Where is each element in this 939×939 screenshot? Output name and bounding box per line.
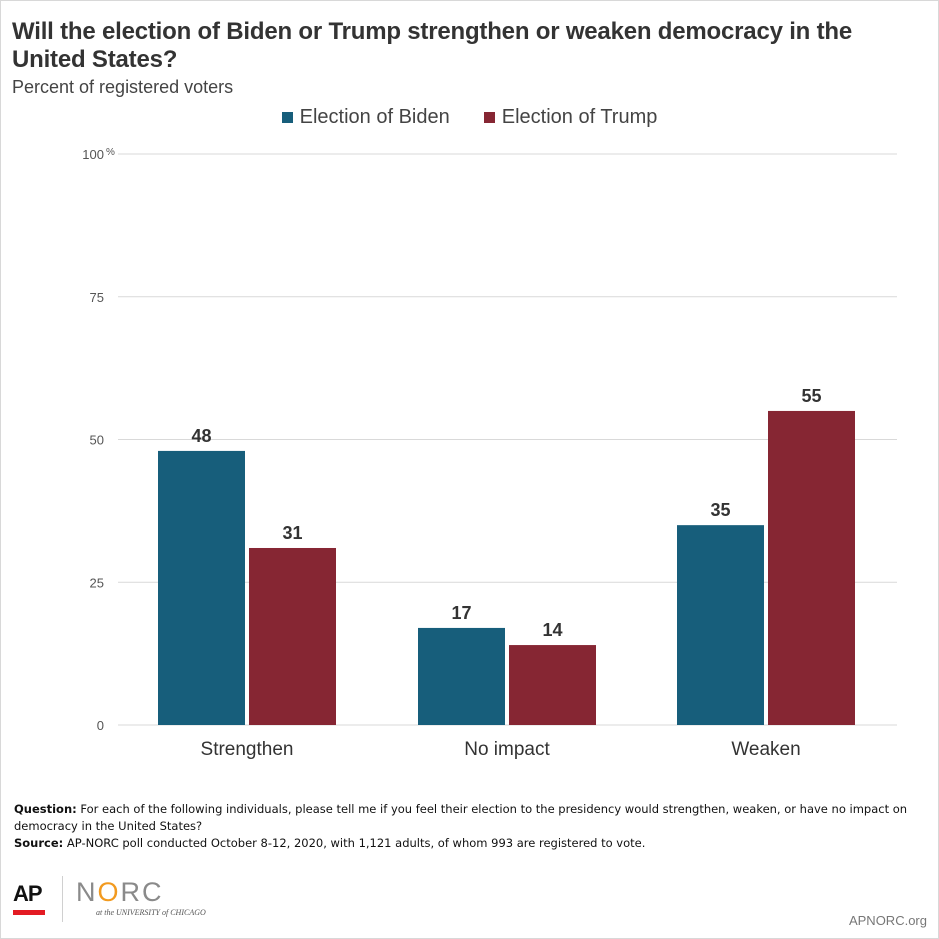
- x-tick-label: Weaken: [731, 739, 800, 760]
- legend-swatch-trump: [483, 111, 495, 123]
- chart-subtitle: Percent of registered voters: [12, 77, 234, 97]
- norc-o: O: [97, 877, 121, 907]
- question-text: For each of the following individuals, p…: [14, 802, 908, 833]
- data-label: 55: [801, 386, 821, 406]
- data-label: 14: [542, 620, 562, 640]
- bar-trump: [768, 410, 855, 725]
- ap-logo: AP: [13, 881, 43, 906]
- university-tagline: at the UNIVERSITY of CHICAGO: [96, 908, 206, 917]
- legend-item-trump: Election of Trump: [483, 105, 658, 129]
- legend-label-biden: Election of Biden: [299, 105, 450, 128]
- site-url: APNORC.org: [848, 913, 927, 928]
- source-label: Source:: [14, 836, 64, 850]
- data-label: 17: [451, 603, 471, 623]
- logo-divider: [62, 876, 63, 922]
- x-tick-label: Strengthen: [201, 739, 294, 760]
- bar-trump: [509, 645, 596, 725]
- x-tick-label: No impact: [464, 739, 550, 760]
- y-tick-label: 100: [82, 147, 104, 162]
- chart-title: Will the election of Biden or Trump stre…: [12, 18, 853, 73]
- legend-item-biden: Election of Biden: [281, 105, 450, 129]
- question-note: Question: For each of the following indi…: [14, 801, 932, 835]
- y-tick-label: 75: [90, 290, 104, 305]
- bar-chart: 0 25 50 75 100 % 48 31 Strengthen 17 14 No impact 35…: [82, 147, 897, 760]
- bar-trump: [249, 547, 336, 725]
- question-label: Question:: [14, 802, 77, 816]
- norc-rc: RC: [120, 877, 164, 907]
- chart-notes: Question: For each of the following indi…: [14, 801, 932, 852]
- data-label: 31: [282, 523, 302, 543]
- data-label: 35: [710, 500, 730, 520]
- bar-biden: [677, 525, 764, 725]
- ap-logo-bar: [13, 910, 45, 915]
- bar-biden: [158, 450, 245, 725]
- bar-biden: [418, 627, 505, 725]
- y-tick-label: 25: [90, 575, 104, 590]
- y-tick-suffix: %: [106, 147, 115, 158]
- y-tick-label: 0: [97, 718, 104, 733]
- legend-label-trump: Election of Trump: [501, 105, 658, 128]
- legend: Election of Biden Election of Trump: [0, 104, 939, 130]
- data-label: 48: [191, 426, 211, 446]
- legend-swatch-biden: [281, 111, 293, 123]
- source-text: AP-NORC poll conducted October 8-12, 202…: [66, 836, 646, 850]
- norc-n: N: [76, 877, 98, 907]
- source-note: Source: AP-NORC poll conducted October 8…: [14, 835, 932, 852]
- y-tick-label: 50: [90, 433, 104, 448]
- norc-logo: NORC: [76, 877, 164, 908]
